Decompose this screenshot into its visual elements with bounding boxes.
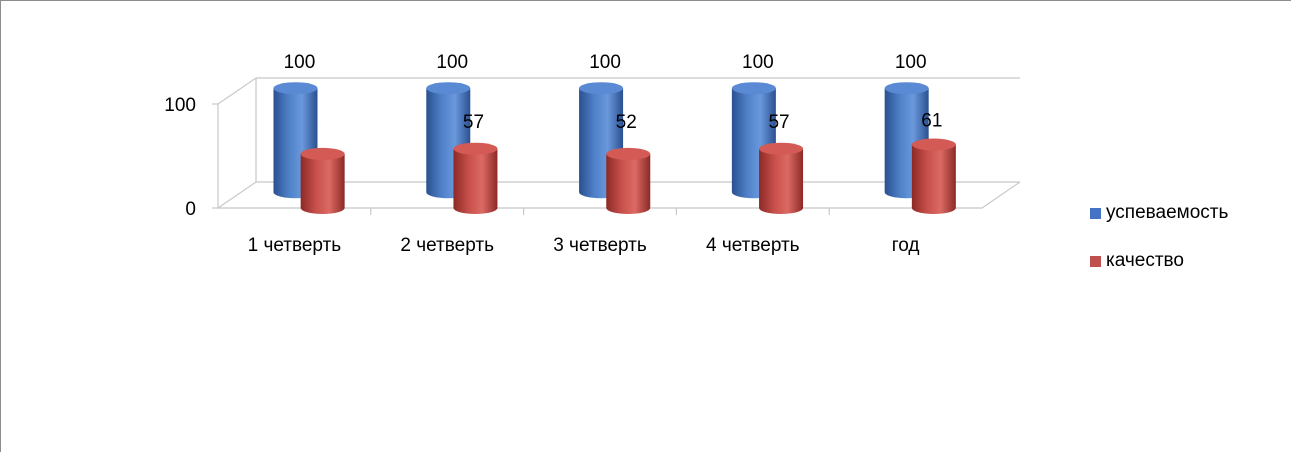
data-label: 100	[284, 52, 316, 73]
bar-top	[884, 82, 929, 95]
bar-top	[731, 82, 776, 95]
bar-body	[453, 148, 498, 214]
data-label: 61	[921, 111, 942, 132]
data-label: 57	[768, 112, 789, 133]
legend-item-series-1: успеваемость	[1090, 200, 1228, 226]
bar-top	[273, 82, 318, 95]
legend-swatch-series-1	[1090, 207, 1101, 219]
bar-body	[606, 153, 651, 214]
bar-kachestvo	[606, 147, 651, 214]
bar-body	[759, 148, 804, 214]
legend-label-series-1: успеваемость	[1106, 202, 1229, 223]
bar-top	[759, 142, 804, 155]
bar-body	[911, 144, 956, 214]
bar-kachestvo	[911, 138, 956, 214]
data-label: 100	[742, 52, 774, 73]
bar-top	[453, 142, 498, 155]
data-label: 100	[895, 52, 927, 73]
y-tick-label: 100	[164, 95, 196, 116]
labels-layer: 1 четверть 2 четверть 3 четверть 4 четверть…	[248, 52, 943, 256]
legend-label-series-2: качество	[1106, 250, 1184, 271]
bar-top	[300, 147, 345, 160]
x-tick-label: 4 четверть	[706, 235, 800, 256]
bars-layer	[273, 82, 956, 214]
x-tick-label: 2 четверть	[400, 235, 494, 256]
data-label: 100	[589, 52, 621, 73]
data-label: 52	[616, 112, 637, 133]
x-tick-label: 3 четверть	[553, 235, 647, 256]
bar-top	[911, 138, 956, 151]
x-tick-label: год	[892, 235, 920, 256]
bar-top	[606, 147, 651, 160]
x-tick-label: 1 четверть	[248, 235, 342, 256]
side-wall-top	[217, 77, 257, 105]
floor-right-edge	[981, 181, 1021, 209]
bar-top	[579, 82, 624, 95]
floor-left-edge	[217, 181, 257, 209]
bar-kachestvo	[453, 142, 498, 214]
legend-item-series-2: качество	[1090, 248, 1228, 274]
bar-top	[426, 82, 471, 95]
data-label: 57	[463, 112, 484, 133]
data-label: 100	[436, 52, 468, 73]
bar-kachestvo	[759, 142, 804, 214]
y-tick-label: 0	[185, 199, 196, 220]
legend: успеваемость качество	[1090, 200, 1228, 296]
bar-body	[300, 153, 345, 214]
legend-swatch-series-2	[1090, 255, 1101, 267]
bar-kachestvo	[300, 147, 345, 214]
